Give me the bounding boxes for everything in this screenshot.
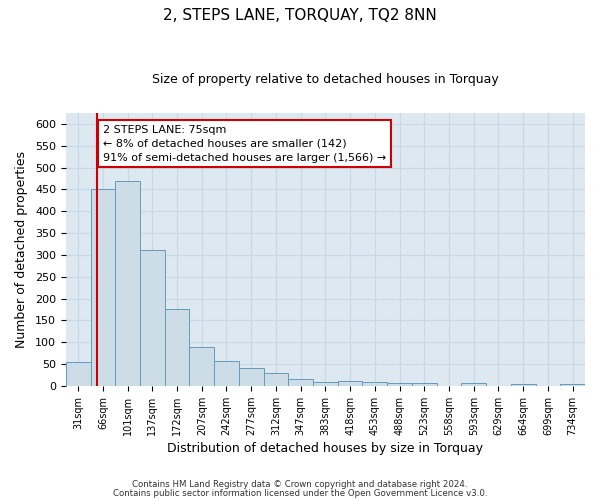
Bar (214, 361, 239, 386)
Bar (313, 382, 338, 386)
Bar (239, 368, 263, 386)
Bar (511, 384, 536, 386)
Bar (190, 346, 214, 386)
Bar (412, 383, 437, 386)
Bar (164, 310, 190, 386)
Bar (115, 180, 140, 386)
Bar (91, 190, 115, 386)
Bar (338, 382, 362, 386)
Text: 2 STEPS LANE: 75sqm
← 8% of detached houses are smaller (142)
91% of semi-detach: 2 STEPS LANE: 75sqm ← 8% of detached hou… (103, 125, 386, 163)
Bar (362, 382, 387, 386)
Bar (387, 383, 412, 386)
Bar (289, 380, 313, 386)
Bar (66, 362, 91, 386)
Bar (140, 250, 164, 386)
X-axis label: Distribution of detached houses by size in Torquay: Distribution of detached houses by size … (167, 442, 484, 455)
Bar (560, 384, 585, 386)
Text: 2, STEPS LANE, TORQUAY, TQ2 8NN: 2, STEPS LANE, TORQUAY, TQ2 8NN (163, 8, 437, 22)
Bar (461, 383, 486, 386)
Text: Contains HM Land Registry data © Crown copyright and database right 2024.: Contains HM Land Registry data © Crown c… (132, 480, 468, 489)
Text: Contains public sector information licensed under the Open Government Licence v3: Contains public sector information licen… (113, 490, 487, 498)
Bar (263, 372, 289, 386)
Title: Size of property relative to detached houses in Torquay: Size of property relative to detached ho… (152, 72, 499, 86)
Y-axis label: Number of detached properties: Number of detached properties (15, 151, 28, 348)
